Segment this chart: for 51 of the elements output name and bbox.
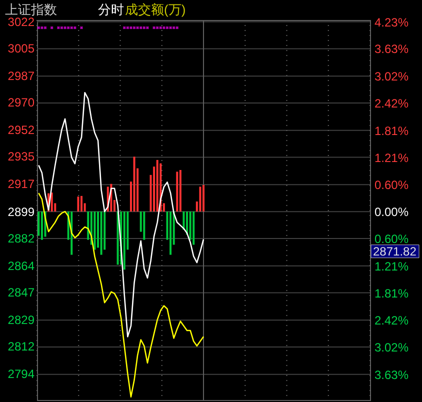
bar bbox=[133, 156, 136, 212]
y2-tick-label: 2.42% bbox=[374, 314, 409, 328]
y-tick-label: 2864 bbox=[8, 259, 35, 274]
bar bbox=[143, 212, 146, 240]
y-tick-label: 2899 bbox=[8, 205, 35, 220]
bar bbox=[202, 184, 204, 212]
bar bbox=[77, 196, 80, 212]
y2-tick-label: 0.60% bbox=[374, 232, 409, 246]
y-tick-label: 2829 bbox=[8, 313, 35, 328]
bar bbox=[80, 196, 83, 212]
y2-tick-label: 1.81% bbox=[374, 124, 409, 138]
y2-tick-label: 1.21% bbox=[374, 259, 409, 274]
y-tick-label: 2935 bbox=[8, 149, 35, 164]
y-tick-label: 3005 bbox=[8, 41, 35, 56]
bar bbox=[40, 212, 43, 240]
y-tick-label: 2987 bbox=[8, 69, 35, 84]
y2-tick-label: 3.02% bbox=[374, 70, 409, 84]
y-tick-label: 2882 bbox=[8, 231, 35, 246]
chart-subtitle: 分时 bbox=[98, 2, 124, 17]
bar bbox=[38, 212, 40, 236]
y2-tick-label: 1.21% bbox=[374, 150, 409, 165]
y2-tick-label: 4.23% bbox=[374, 15, 409, 30]
bar bbox=[176, 172, 178, 212]
bar bbox=[156, 160, 158, 212]
line-series bbox=[38, 192, 204, 398]
line-series bbox=[38, 92, 204, 338]
chart-title: 上证指数 bbox=[5, 2, 57, 17]
bar bbox=[192, 212, 195, 245]
y-tick-label: 2952 bbox=[8, 123, 35, 138]
y-tick-label: 2794 bbox=[8, 367, 35, 382]
y-tick-label: 2970 bbox=[8, 95, 35, 110]
bar bbox=[199, 186, 202, 212]
bar bbox=[100, 212, 102, 255]
bar bbox=[170, 212, 172, 255]
bar bbox=[179, 170, 182, 212]
bar bbox=[50, 192, 53, 212]
y-tick-label: 2917 bbox=[8, 177, 35, 192]
text: 2871.82 bbox=[373, 244, 417, 258]
y-tick-label: 3022 bbox=[8, 15, 35, 30]
bar bbox=[123, 212, 126, 270]
text: 成交额(万) bbox=[125, 2, 186, 17]
y-tick-label: 2812 bbox=[8, 339, 35, 354]
y2-tick-label: 2.42% bbox=[374, 96, 409, 110]
y2-tick-label: 3.63% bbox=[374, 368, 409, 382]
y2-tick-label: 3.02% bbox=[374, 340, 409, 355]
y2-tick-label: 1.81% bbox=[374, 286, 409, 300]
bar bbox=[94, 212, 96, 250]
y-tick-label: 2847 bbox=[8, 285, 35, 300]
y2-tick-label: 0.60% bbox=[374, 178, 409, 192]
y2-tick-label: 0.00% bbox=[374, 205, 409, 220]
y2-tick-label: 3.63% bbox=[374, 42, 409, 56]
